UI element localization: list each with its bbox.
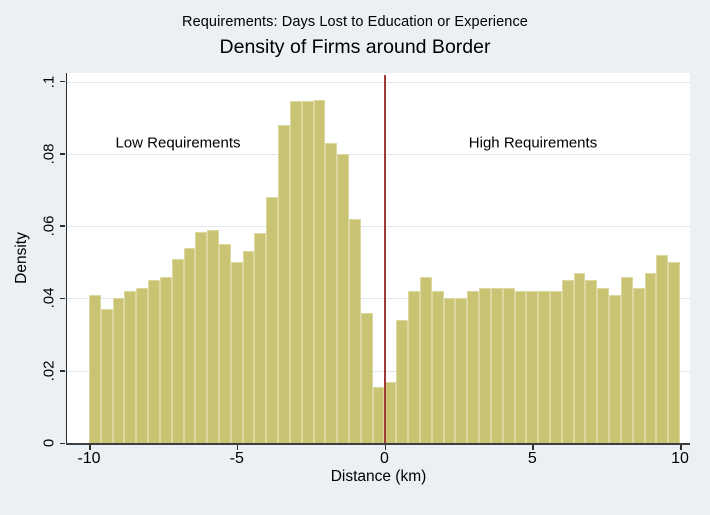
histogram-bar xyxy=(124,291,137,443)
gridline-0.02 xyxy=(67,370,690,372)
histogram-bar xyxy=(561,280,574,443)
plot-area: Low Requirements High Requirements xyxy=(67,73,690,443)
histogram-bar xyxy=(538,291,550,443)
y-tick-label-06: .06 xyxy=(40,215,58,237)
y-tick xyxy=(60,80,65,83)
histogram-bar xyxy=(467,291,480,443)
histogram-bar xyxy=(219,244,231,443)
x-tick-label-0: 0 xyxy=(380,450,389,467)
y-tick xyxy=(60,442,65,444)
histogram-bar xyxy=(301,101,314,443)
x-axis-title: Distance (km) xyxy=(330,468,427,485)
histogram-bar xyxy=(585,280,598,443)
x-tick xyxy=(89,445,91,450)
x-tick-label-5: 5 xyxy=(527,450,537,467)
y-tick-label-02: .02 xyxy=(40,360,58,382)
x-axis-line xyxy=(65,443,690,445)
histogram-bar xyxy=(254,233,267,443)
y-tick xyxy=(60,370,65,372)
y-tick xyxy=(60,225,65,227)
histogram-bar xyxy=(195,231,208,443)
histogram-bar xyxy=(408,291,420,443)
histogram-bar xyxy=(183,247,196,443)
histogram-bar xyxy=(632,287,645,443)
histogram-bar xyxy=(325,143,338,443)
histogram-bar xyxy=(419,276,432,443)
histogram-bar xyxy=(266,197,279,443)
border-reference-line xyxy=(383,75,386,443)
histogram-bar xyxy=(443,298,456,443)
y-tick-label-04: .04 xyxy=(40,287,58,309)
x-tick xyxy=(236,445,239,450)
histogram-bar xyxy=(360,312,373,443)
histogram-bar xyxy=(278,124,290,443)
y-tick-label-08: .08 xyxy=(40,143,58,165)
histogram-bar xyxy=(609,294,621,443)
histogram-bar xyxy=(112,298,125,443)
histogram-bar xyxy=(656,255,669,443)
histogram-bar xyxy=(207,229,219,443)
histogram-bar xyxy=(431,291,444,443)
gridline-0.06 xyxy=(67,226,690,228)
x-tick-label--10: -10 xyxy=(77,450,101,467)
histogram-bar xyxy=(502,287,515,443)
histogram-bar xyxy=(597,287,610,443)
chart-supertitle: Requirements: Days Lost to Education or … xyxy=(182,14,528,30)
annotation-high-requirements: High Requirements xyxy=(468,134,598,152)
histogram-bar xyxy=(349,218,361,443)
histogram-bar xyxy=(89,294,101,443)
histogram-bar xyxy=(549,291,562,443)
histogram-bar xyxy=(136,287,149,443)
histogram-bar xyxy=(573,273,586,443)
gridline-0.08 xyxy=(67,153,690,155)
histogram-bar xyxy=(159,276,172,443)
histogram-bar xyxy=(644,273,657,443)
x-tick-label-10: 10 xyxy=(671,450,689,467)
x-tick xyxy=(384,445,386,450)
histogram-bar xyxy=(242,251,255,443)
histogram-bar xyxy=(490,287,503,443)
histogram-bar xyxy=(100,309,113,443)
histogram-bar xyxy=(668,262,680,443)
histogram-bar xyxy=(337,153,350,443)
histogram-bar xyxy=(455,298,468,443)
histogram-bar xyxy=(479,287,491,443)
histogram-bar xyxy=(171,258,184,443)
y-tick-label-1: .1 xyxy=(40,75,58,88)
gridline-0.1 xyxy=(67,81,690,83)
histogram-bar xyxy=(384,381,397,443)
histogram-bar xyxy=(289,101,302,443)
y-axis-line xyxy=(65,73,67,443)
histogram-bar xyxy=(514,291,527,443)
histogram-bar xyxy=(620,276,633,443)
histogram-bar xyxy=(313,99,326,443)
y-tick xyxy=(60,153,65,155)
gridline-0.04 xyxy=(67,298,690,300)
histogram-bar xyxy=(148,280,160,443)
y-tick-label-0: 0 xyxy=(40,438,58,448)
histogram-bar xyxy=(396,320,409,443)
annotation-low-requirements: Low Requirements xyxy=(115,134,241,152)
y-axis-title: Density xyxy=(13,232,30,284)
histogram-bar xyxy=(526,291,539,443)
x-tick-label--5: -5 xyxy=(229,450,244,467)
chart-title: Density of Firms around Border xyxy=(219,36,491,58)
x-tick xyxy=(532,445,534,450)
x-tick xyxy=(680,445,682,450)
histogram-bar xyxy=(230,262,243,443)
y-tick xyxy=(60,297,65,300)
